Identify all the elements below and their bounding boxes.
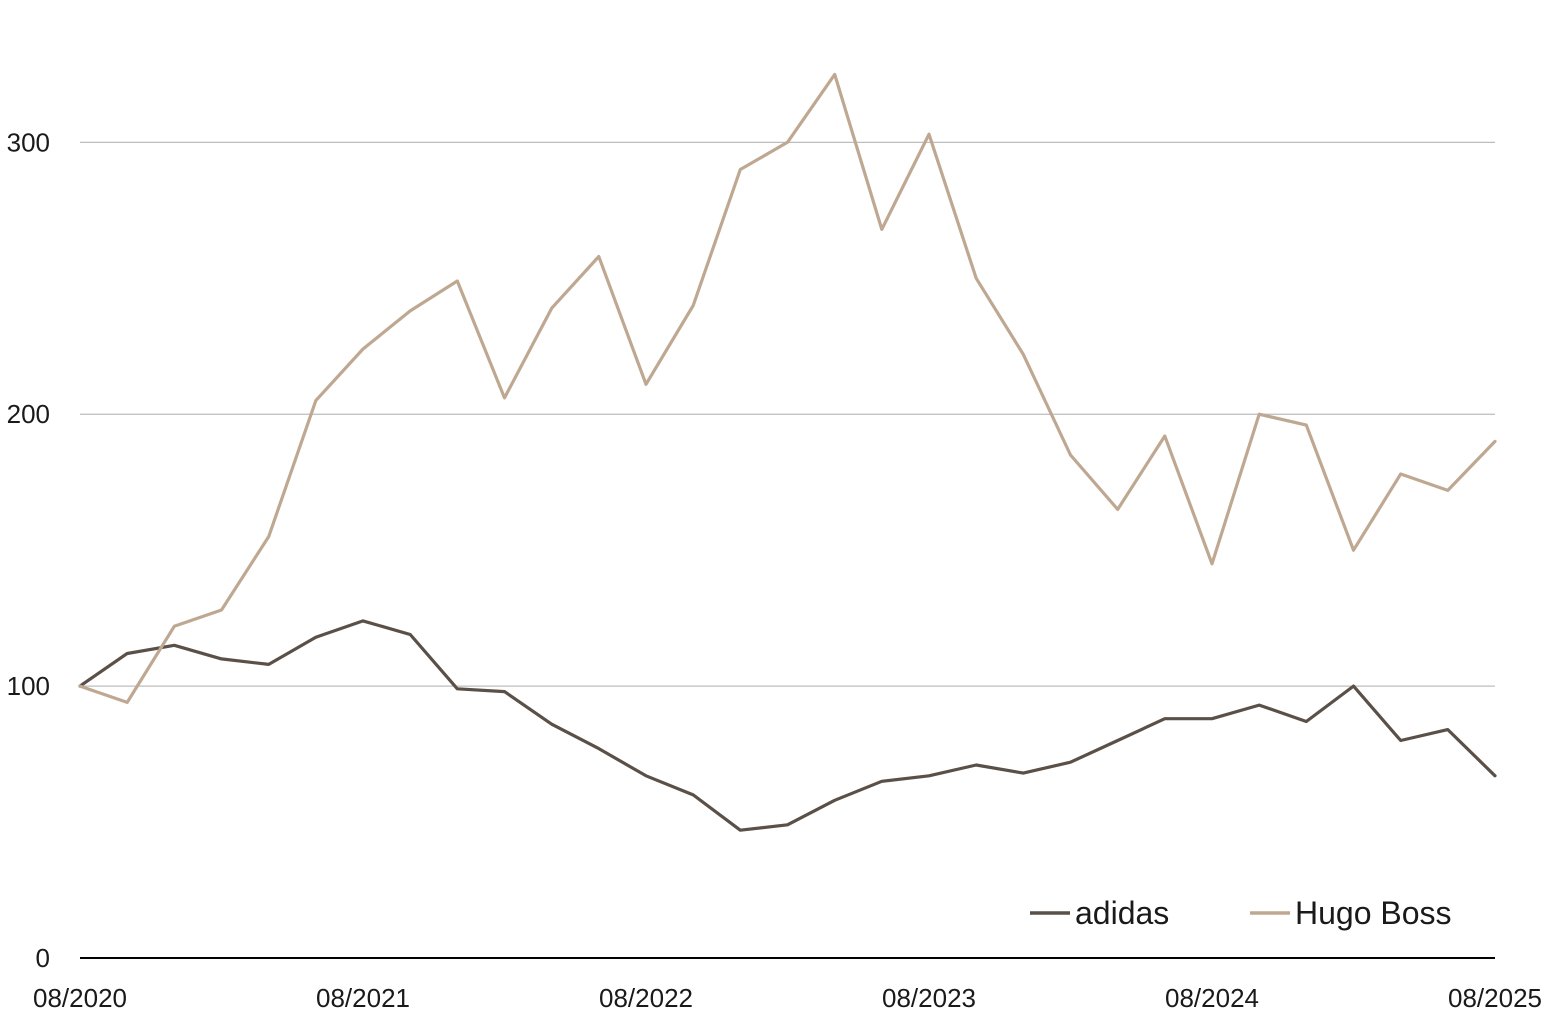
x-tick-label: 08/2021 <box>316 983 410 1013</box>
x-tick-label: 08/2022 <box>599 983 693 1013</box>
series-line-hugo-boss <box>78 72 1497 705</box>
y-tick-label: 0 <box>36 943 50 973</box>
series-line-adidas <box>78 619 1497 832</box>
legend-label-hugo-boss: Hugo Boss <box>1295 895 1452 931</box>
legend: adidas Hugo Boss <box>1030 895 1452 931</box>
series-lines <box>78 72 1497 832</box>
axes: 0 100 200 300 08/2020 08/2021 08/2022 08/2023 08… <box>7 127 1542 1013</box>
x-tick-label: 08/2020 <box>33 983 127 1013</box>
gridlines <box>80 141 1495 687</box>
x-tick-label: 08/2023 <box>882 983 976 1013</box>
x-tick-label: 08/2025 <box>1448 983 1542 1013</box>
x-tick-label: 08/2024 <box>1165 983 1259 1013</box>
y-tick-label: 100 <box>7 671 50 701</box>
legend-label-adidas: adidas <box>1075 895 1169 931</box>
y-tick-label: 300 <box>7 127 50 157</box>
y-tick-label: 200 <box>7 399 50 429</box>
